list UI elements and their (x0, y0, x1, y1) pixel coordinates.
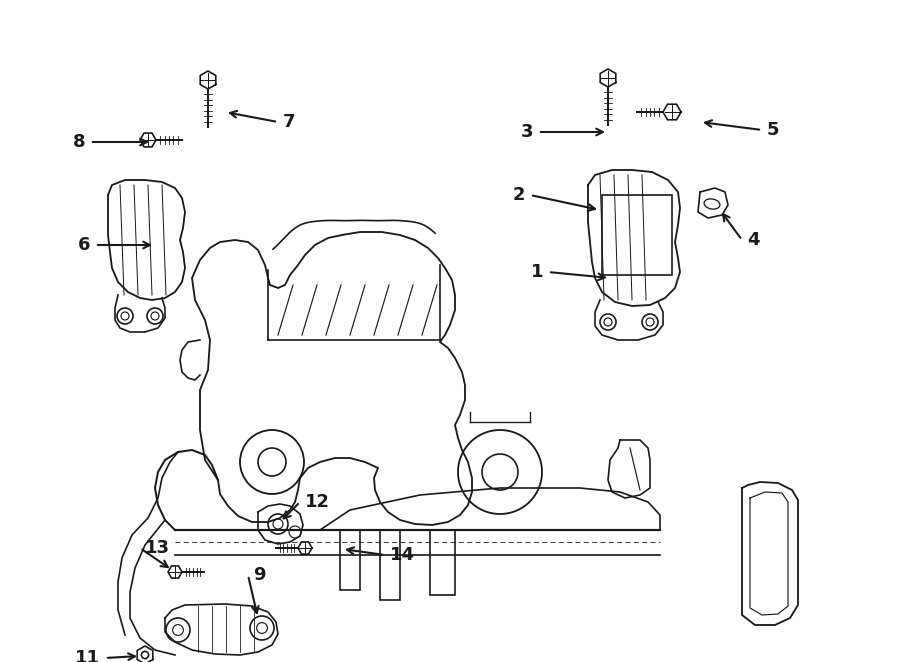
Text: 6: 6 (77, 236, 90, 254)
Bar (380, 530, 400, 600)
Text: 1: 1 (530, 263, 543, 281)
Bar (430, 530, 455, 595)
Text: 9: 9 (253, 566, 266, 584)
Text: 11: 11 (75, 649, 100, 662)
Bar (340, 530, 360, 590)
Text: 3: 3 (520, 123, 533, 141)
Text: 4: 4 (747, 231, 760, 249)
Text: 7: 7 (283, 113, 295, 131)
Text: 14: 14 (390, 546, 415, 564)
Text: 5: 5 (767, 121, 779, 139)
Text: 8: 8 (72, 133, 85, 151)
Text: 2: 2 (512, 186, 525, 204)
Bar (602, 195, 672, 275)
Text: 12: 12 (305, 493, 330, 511)
Text: 13: 13 (145, 539, 170, 557)
